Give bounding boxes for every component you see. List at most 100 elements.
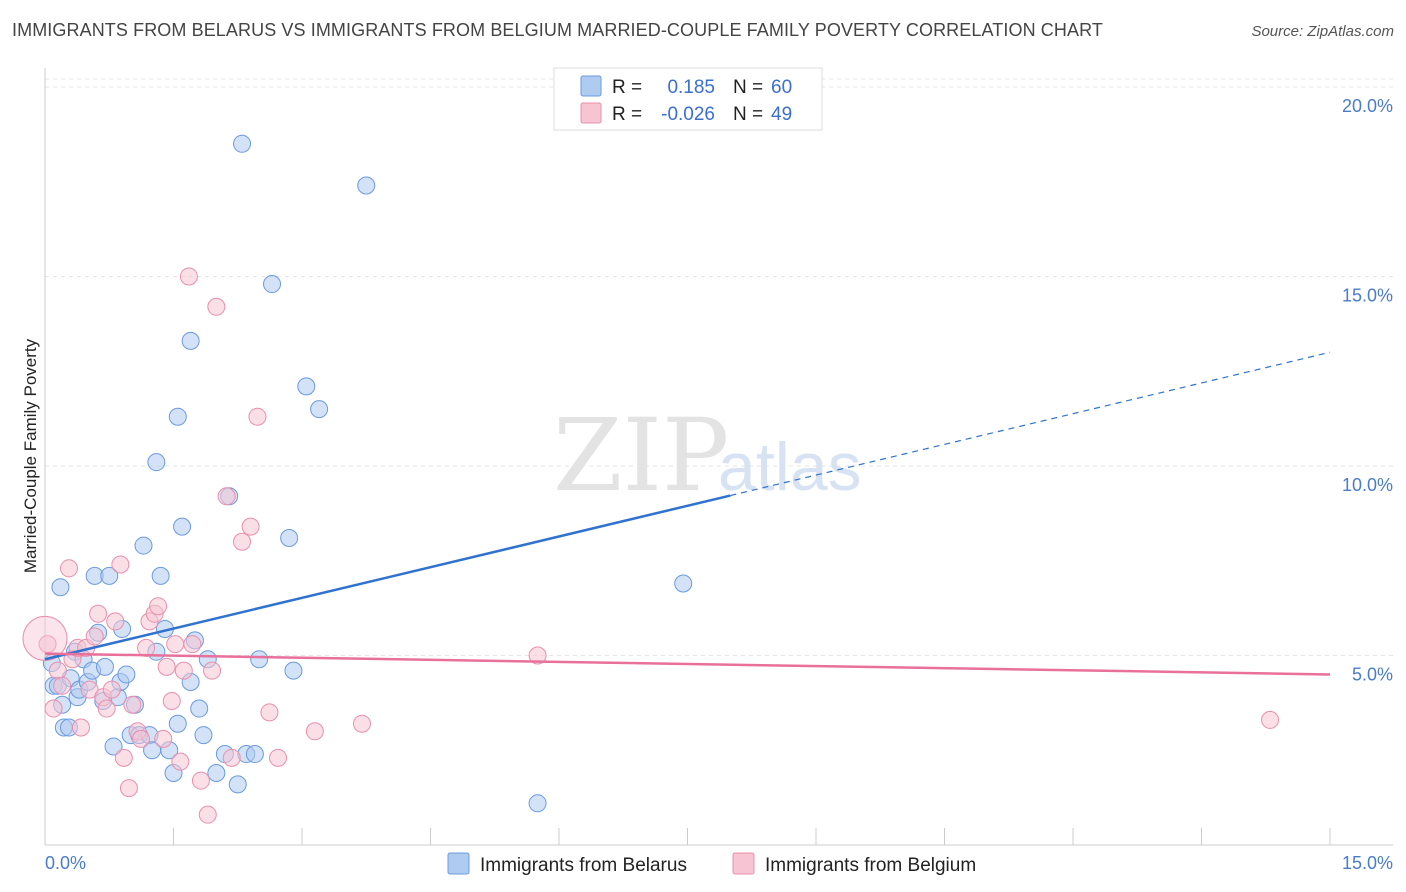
point-belarus xyxy=(147,453,166,472)
point-belgium xyxy=(48,661,67,680)
point-belgium xyxy=(305,722,324,741)
point-belgium xyxy=(222,748,241,767)
point-belgium xyxy=(114,748,133,767)
bottom-legend-label-belarus: Immigrants from Belarus xyxy=(480,855,687,876)
bottom-legend: Immigrants from Belarus Immigrants from … xyxy=(447,852,976,876)
trend-belgium xyxy=(44,652,1331,676)
point-belarus xyxy=(250,650,269,669)
point-belgium xyxy=(71,718,90,737)
point-belgium xyxy=(80,680,99,699)
point-belgium xyxy=(198,805,217,824)
chart-title: IMMIGRANTS FROM BELARUS VS IMMIGRANTS FR… xyxy=(12,20,1103,40)
data-points xyxy=(22,134,1280,824)
legend-n-value-belgium: 49 xyxy=(771,104,792,125)
point-belgium xyxy=(269,748,288,767)
point-belgium xyxy=(233,532,252,551)
point-belgium xyxy=(89,604,108,623)
point-belarus xyxy=(173,517,192,536)
point-belarus xyxy=(95,657,114,676)
point-belgium xyxy=(154,729,173,748)
point-belgium-large xyxy=(22,615,68,661)
point-belgium xyxy=(171,752,190,771)
point-belgium xyxy=(162,691,181,710)
x-ticks: 0.0% 15.0% xyxy=(44,828,1393,873)
point-belgium xyxy=(123,695,142,714)
point-belarus xyxy=(194,726,213,745)
point-belarus xyxy=(263,275,282,294)
legend: R = 0.185 N = 60 R = -0.026 N = 49 xyxy=(553,67,823,131)
point-belarus xyxy=(310,400,329,419)
point-belarus xyxy=(151,566,170,585)
point-belgium xyxy=(59,559,78,578)
point-belgium xyxy=(352,714,371,733)
point-belgium xyxy=(149,597,168,616)
trend-lines xyxy=(44,351,1331,676)
point-belgium xyxy=(241,517,260,536)
y-tick-label: 5.0% xyxy=(1352,664,1393,684)
point-belgium xyxy=(97,699,116,718)
y-tick-label: 20.0% xyxy=(1342,96,1393,116)
point-belarus xyxy=(134,536,153,555)
point-belgium xyxy=(166,635,185,654)
point-belarus xyxy=(168,714,187,733)
point-belgium xyxy=(203,661,222,680)
legend-r-label-belarus: R = xyxy=(612,77,642,98)
point-belarus xyxy=(297,377,316,396)
watermark: ZIP atlas xyxy=(553,397,862,514)
y-tick-label: 10.0% xyxy=(1342,475,1393,495)
point-belgium xyxy=(102,680,121,699)
point-belgium xyxy=(179,267,198,286)
point-belarus xyxy=(233,134,252,153)
legend-swatch-belgium xyxy=(580,102,602,124)
point-belarus xyxy=(181,331,200,350)
legend-swatch-belarus xyxy=(580,75,602,97)
point-belgium xyxy=(137,638,156,657)
point-belarus xyxy=(168,407,187,426)
point-belgium xyxy=(111,555,130,574)
point-belgium xyxy=(1261,710,1280,729)
trend-belarus-dashed xyxy=(730,351,1331,497)
point-belarus xyxy=(357,176,376,195)
point-belgium xyxy=(174,661,193,680)
point-belarus xyxy=(674,574,693,593)
legend-n-label-belgium: N = xyxy=(733,104,763,125)
legend-r-label-belgium: R = xyxy=(612,104,642,125)
bottom-legend-swatch-belgium xyxy=(732,852,755,875)
point-belgium xyxy=(106,612,125,631)
source-label: Source: ZipAtlas.com xyxy=(1251,23,1394,40)
point-belarus xyxy=(117,665,136,684)
legend-n-label-belarus: N = xyxy=(733,77,763,98)
legend-r-value-belgium: -0.026 xyxy=(661,104,715,125)
point-belgium xyxy=(191,771,210,790)
gridlines xyxy=(45,78,1393,656)
point-belgium xyxy=(119,779,138,798)
bottom-legend-label-belgium: Immigrants from Belgium xyxy=(765,855,976,876)
point-belgium xyxy=(260,703,279,722)
watermark-atlas: atlas xyxy=(718,429,862,505)
point-belarus xyxy=(284,661,303,680)
watermark-zip: ZIP xyxy=(553,397,729,514)
y-tick-label: 15.0% xyxy=(1342,285,1393,305)
point-belgium xyxy=(85,627,104,646)
point-belgium xyxy=(44,699,63,718)
point-belarus xyxy=(100,566,119,585)
point-belgium xyxy=(157,657,176,676)
point-belgium xyxy=(131,729,150,748)
axes xyxy=(44,68,1393,846)
point-belgium xyxy=(217,487,236,506)
point-belarus xyxy=(245,745,264,764)
point-belgium xyxy=(183,635,202,654)
point-belgium xyxy=(248,407,267,426)
point-belgium xyxy=(53,676,72,695)
point-belarus xyxy=(280,528,299,547)
point-belarus xyxy=(528,794,547,813)
point-belarus xyxy=(207,763,226,782)
point-belarus xyxy=(228,775,247,794)
x-tick-label-min: 0.0% xyxy=(45,853,86,873)
legend-n-value-belarus: 60 xyxy=(771,77,792,98)
point-belgium xyxy=(207,297,226,316)
legend-r-value-belarus: 0.185 xyxy=(667,77,715,98)
point-belarus xyxy=(190,699,209,718)
point-belarus xyxy=(104,737,123,756)
